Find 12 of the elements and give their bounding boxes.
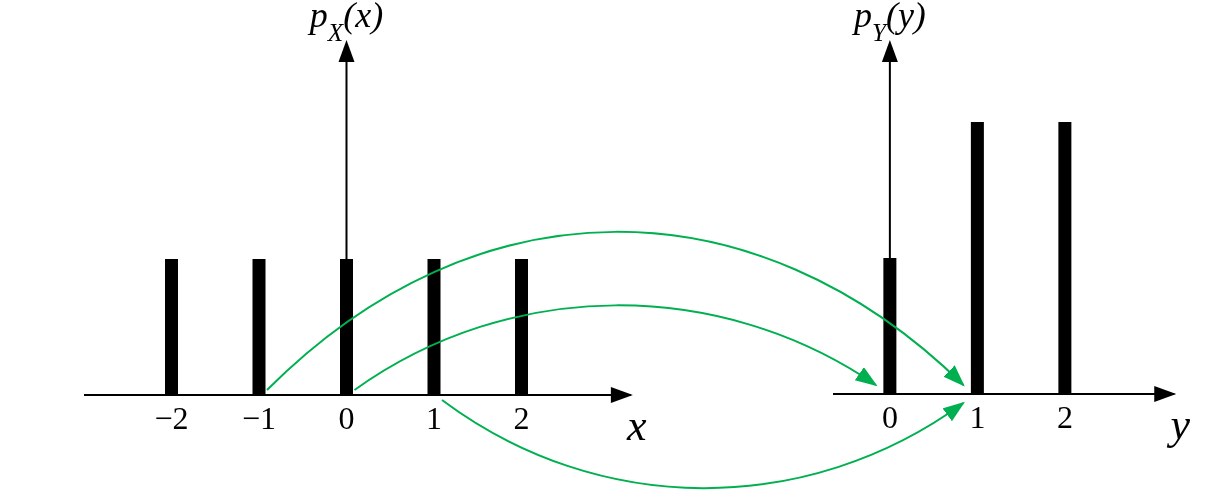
x-axis-title: y xyxy=(1166,400,1191,449)
x-tick-label: −2 xyxy=(154,400,189,436)
x-tick-label: 1 xyxy=(426,400,442,436)
x-tick-label: −1 xyxy=(241,400,277,436)
x-tick-label: 0 xyxy=(881,399,898,435)
x-tick-label: 0 xyxy=(338,400,355,436)
y-axis-title: p$_{X}$(x) xyxy=(306,0,384,46)
y-axis-title: p$_{Y}$(y) xyxy=(850,0,926,46)
x-tick-label: 2 xyxy=(513,400,530,436)
x-tick-label: 1 xyxy=(969,399,986,435)
x-axis-title: x xyxy=(626,401,648,450)
x-tick-label: 2 xyxy=(1056,399,1073,435)
